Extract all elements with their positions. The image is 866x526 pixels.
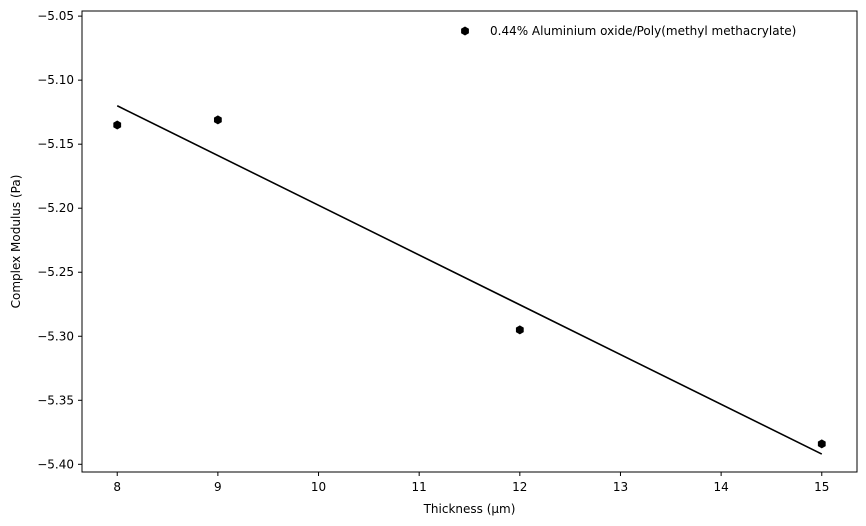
legend: 0.44% Aluminium oxide/Poly(methyl methac… [461, 24, 796, 38]
plot-frame [81, 10, 858, 473]
x-tick-label: 10 [311, 480, 326, 494]
x-axis: 8 9 10 11 12 13 14 15 [113, 472, 829, 494]
data-point [213, 115, 222, 125]
y-axis: −5.40 −5.35 −5.30 −5.25 −5.20 −5.15 −5.10 −5.05 [37, 9, 82, 471]
y-tick-label: −5.10 [37, 73, 74, 87]
y-tick-label: −5.35 [37, 393, 74, 407]
y-tick-label: −5.05 [37, 9, 74, 23]
data-point [515, 325, 524, 335]
x-axis-label: Thickness (μm) [423, 502, 516, 516]
x-tick-label: 14 [713, 480, 728, 494]
data-point [113, 120, 122, 130]
x-tick-label: 12 [512, 480, 527, 494]
y-axis-label: Complex Modulus (Pa) [9, 175, 23, 309]
y-tick-label: −5.40 [37, 457, 74, 471]
fit-line [116, 105, 823, 455]
x-tick-label: 9 [214, 480, 222, 494]
y-tick-label: −5.30 [37, 329, 74, 343]
y-tick-label: −5.25 [37, 265, 74, 279]
legend-marker [461, 26, 469, 36]
data-point [817, 439, 826, 449]
legend-entry: 0.44% Aluminium oxide/Poly(methyl methac… [490, 24, 796, 38]
x-tick-label: 15 [814, 480, 829, 494]
y-tick-label: −5.15 [37, 137, 74, 151]
x-tick-label: 11 [412, 480, 427, 494]
x-tick-label: 13 [613, 480, 628, 494]
y-tick-label: −5.20 [37, 201, 74, 215]
x-tick-label: 8 [113, 480, 121, 494]
plot-area [81, 10, 858, 473]
